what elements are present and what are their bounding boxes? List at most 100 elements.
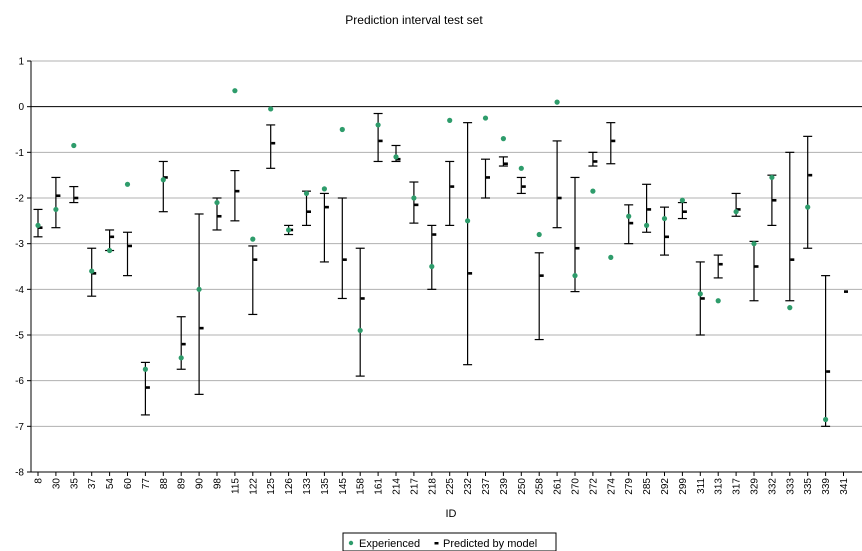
predicted-point	[629, 221, 634, 225]
axes	[27, 60, 862, 476]
x-tick-label: 218	[427, 478, 438, 495]
x-tick-label: 135	[320, 478, 331, 495]
x-tick-label: 90	[195, 478, 206, 490]
legend: Experienced Predicted by model	[342, 532, 557, 551]
x-tick-label: 311	[696, 478, 707, 494]
predicted-point	[92, 272, 97, 275]
experienced-point	[769, 174, 775, 181]
x-tick-label: 339	[821, 478, 832, 495]
x-tick-label: 89	[177, 478, 188, 490]
x-tick-label: 274	[606, 478, 617, 495]
experienced-point	[823, 416, 829, 423]
x-tick-label: 279	[624, 478, 635, 495]
y-tick-label: -6	[15, 376, 24, 387]
experienced-point	[805, 204, 811, 210]
predicted-point	[790, 258, 795, 261]
experienced-point	[214, 199, 220, 206]
experienced-point	[590, 188, 596, 194]
predicted-point	[844, 290, 848, 293]
experienced-point	[107, 247, 113, 254]
x-tick-label: 161	[374, 478, 385, 495]
x-tick-labels: 8 30 35 37 54 60 77 88 89 90 98 115 122 125 126 133 135 1…	[34, 478, 851, 495]
experienced-point	[608, 254, 614, 260]
experienced-point	[429, 263, 435, 270]
x-tick-label: 299	[678, 478, 689, 495]
experienced-point	[286, 227, 292, 233]
experienced-point	[375, 122, 381, 128]
predicted-point	[682, 210, 687, 213]
x-tick-label: 313	[714, 478, 725, 495]
predicted-point	[736, 208, 741, 211]
legend-box	[342, 532, 557, 551]
experienced-point	[357, 327, 363, 334]
x-tick-label: 122	[248, 478, 259, 495]
predicted-point	[324, 205, 329, 209]
predicted-point	[521, 185, 526, 188]
x-tick-label: 237	[481, 478, 492, 495]
predicted-point	[557, 196, 562, 200]
y-tick-labels: 1 0 -1 -2 -3 -4 -5 -6 -7 -8	[15, 57, 24, 479]
experienced-point	[518, 165, 524, 171]
y-tick-label: 0	[18, 102, 24, 113]
x-tick-label: 77	[141, 478, 152, 490]
experienced-point	[411, 195, 417, 201]
predicted-point	[468, 272, 473, 275]
predicted-point	[74, 196, 79, 200]
legend-experienced-marker	[348, 540, 354, 546]
experienced-point	[178, 355, 184, 361]
x-tick-label: 239	[499, 478, 510, 495]
y-tick-label: -4	[15, 285, 24, 296]
x-tick-label: 126	[284, 478, 295, 495]
x-tick-label: 30	[51, 478, 62, 490]
x-tick-label: 250	[517, 478, 528, 495]
x-tick-label: 292	[660, 478, 671, 495]
x-tick-label: 258	[535, 478, 546, 495]
experienced-point	[715, 298, 721, 304]
predicted-point	[360, 297, 365, 300]
experienced-point	[536, 231, 542, 238]
experienced-point	[554, 99, 560, 105]
experienced-point	[447, 117, 453, 123]
predicted-point	[486, 176, 490, 179]
predicted-point	[271, 141, 276, 145]
x-tick-label: 270	[571, 478, 582, 495]
x-tick-label: 225	[445, 478, 456, 495]
experienced-point	[500, 136, 506, 142]
experienced-point	[71, 142, 77, 149]
chart-title: Prediction interval test set	[345, 13, 483, 27]
predicted-point	[593, 160, 598, 163]
experienced-point	[697, 291, 703, 297]
experienced-point	[751, 241, 757, 247]
x-tick-label: 88	[159, 478, 170, 490]
experienced-point	[268, 106, 274, 112]
predicted-point	[647, 208, 652, 211]
predicted-point	[450, 185, 455, 188]
experienced-point	[339, 126, 345, 133]
x-tick-label: 125	[266, 478, 277, 495]
x-tick-label: 317	[732, 478, 743, 495]
experienced-point	[482, 115, 489, 121]
y-tick-label: -8	[15, 468, 24, 479]
experienced-point	[89, 268, 95, 274]
predicted-point	[665, 235, 669, 239]
experienced-point	[626, 213, 632, 219]
predicted-markers	[38, 139, 848, 389]
x-tick-label: 285	[642, 478, 653, 495]
predicted-point	[342, 258, 347, 261]
predicted-point	[539, 274, 544, 277]
x-tick-label: 158	[356, 478, 367, 495]
experienced-point	[160, 177, 166, 183]
legend-predicted-label: Predicted by model	[443, 538, 537, 550]
experienced-point	[250, 236, 256, 242]
x-tick-label: 217	[409, 478, 420, 495]
x-tick-label: 261	[553, 478, 564, 495]
gridlines	[31, 60, 862, 427]
x-tick-label: 232	[463, 478, 474, 495]
experienced-point	[661, 215, 668, 222]
x-tick-label: 98	[213, 478, 224, 490]
predicted-point	[396, 157, 401, 161]
experienced-point	[787, 305, 793, 311]
x-tick-label: 54	[105, 478, 116, 490]
x-tick-label: 333	[785, 478, 796, 495]
